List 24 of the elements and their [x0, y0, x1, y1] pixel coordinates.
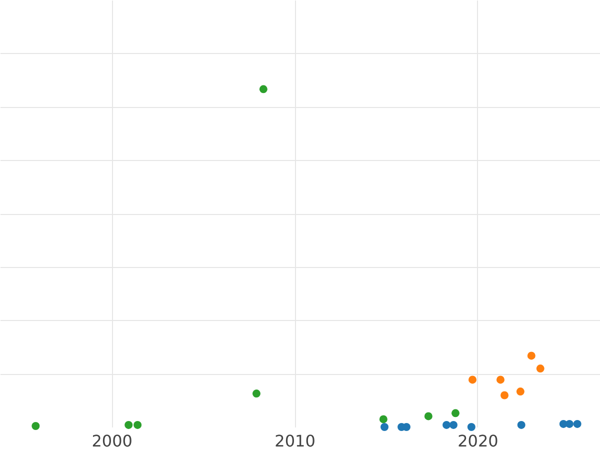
- point: [467, 423, 476, 431]
- point: [573, 420, 582, 428]
- point: [259, 85, 268, 94]
- point: [468, 376, 476, 384]
- point: [451, 409, 460, 418]
- x-tick-label: 2020: [458, 432, 498, 450]
- point: [134, 420, 142, 429]
- point: [380, 423, 389, 431]
- point: [442, 420, 451, 429]
- point: [32, 422, 40, 430]
- x-tick-label: 2010: [274, 432, 316, 450]
- point: [449, 420, 458, 429]
- point: [517, 420, 526, 429]
- point: [565, 420, 574, 428]
- point: [516, 388, 524, 396]
- point: [424, 412, 432, 420]
- point: [379, 415, 388, 424]
- x-tick-label: 2000: [92, 432, 132, 450]
- point: [500, 391, 509, 400]
- point: [252, 390, 260, 398]
- point: [496, 376, 504, 384]
- point: [527, 352, 536, 360]
- point: [124, 420, 133, 429]
- point: [536, 364, 544, 373]
